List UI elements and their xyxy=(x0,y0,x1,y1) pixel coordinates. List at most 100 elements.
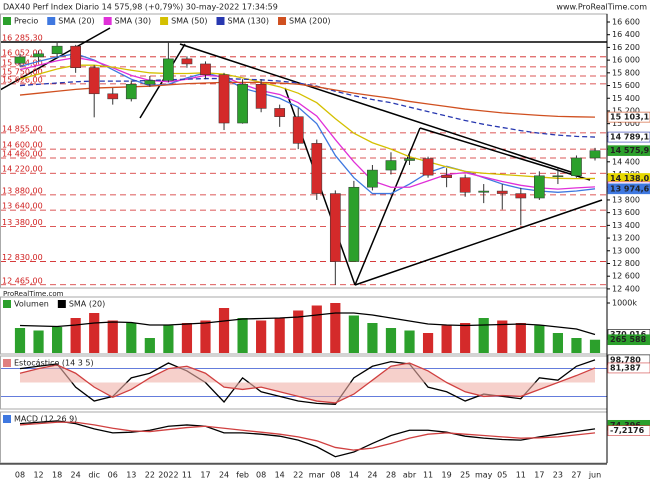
candle-body xyxy=(107,93,119,100)
x-tick-label: 28 xyxy=(386,471,396,480)
volume-bar xyxy=(367,323,378,353)
volume-bar xyxy=(126,323,137,353)
level-label: 12 830,00 xyxy=(2,253,43,262)
candle-body xyxy=(255,84,267,109)
x-tick-label: 24 xyxy=(367,471,377,480)
x-tick-label: 2022 xyxy=(158,471,178,480)
y-tick-label: 15 000 xyxy=(612,119,640,128)
candle-body xyxy=(552,175,564,178)
x-tick-label: 08 xyxy=(256,471,266,480)
chart-title: DAX40 Perf Index Diario 14 575,98 (+0,79… xyxy=(3,3,278,12)
y-tick-label: 16 600 xyxy=(612,17,640,26)
level-label: 14 600,00 xyxy=(2,141,43,150)
candle-body xyxy=(70,45,81,68)
volume-bar xyxy=(14,328,26,353)
x-tick-label: 24 xyxy=(219,471,229,480)
x-tick-label: jun xyxy=(588,471,601,480)
x-tick-label: 12 xyxy=(33,471,43,480)
price-tag-label: 14 789,13 xyxy=(610,133,650,142)
candle-body xyxy=(515,193,527,199)
candle-body xyxy=(200,63,211,75)
level-label: 13 380,00 xyxy=(2,218,43,227)
y-tick-label: 13 000 xyxy=(612,246,640,255)
candle-body xyxy=(496,190,508,194)
volume-bar xyxy=(441,325,452,353)
trend-line xyxy=(179,43,581,176)
candle-body xyxy=(88,67,100,95)
price-tag-label: 98,780 xyxy=(610,355,641,364)
volume-bar xyxy=(218,308,230,353)
volume-bar xyxy=(589,339,601,353)
y-tick-label: 13 200 xyxy=(612,234,640,243)
volume-bar xyxy=(404,330,415,353)
watermark: ProRealTime.com xyxy=(3,290,64,298)
candle-body xyxy=(311,143,323,194)
y-tick-label: 15 200 xyxy=(612,106,640,115)
legend-swatch xyxy=(47,17,56,25)
candle-body xyxy=(404,158,415,161)
legend-label: SMA (20) xyxy=(58,17,94,26)
legend-swatch xyxy=(3,300,11,308)
candle-body xyxy=(589,150,601,159)
series-line xyxy=(19,312,596,336)
level-label: 13 640,00 xyxy=(2,202,43,211)
y-tick-label: 12 600 xyxy=(612,272,640,281)
x-tick-label: 11 xyxy=(516,471,526,480)
volume-bar xyxy=(460,323,471,353)
y-tick-label: 13 600 xyxy=(612,208,640,217)
candle-body xyxy=(459,177,471,193)
candle-body xyxy=(348,186,360,262)
price-tag-label: 81,387 xyxy=(610,363,641,372)
volume-bar xyxy=(478,318,489,353)
legend-swatch xyxy=(278,17,287,25)
candle-body xyxy=(163,58,174,81)
series-line xyxy=(19,56,596,190)
x-tick-label: 14 xyxy=(275,471,285,480)
trend-line xyxy=(419,127,591,181)
volume-bar xyxy=(534,325,545,353)
candle-body xyxy=(385,160,397,171)
level-label: 14 855,00 xyxy=(2,124,43,133)
series-line xyxy=(19,64,596,180)
legend-swatch xyxy=(160,17,169,25)
level-label: 14 460,00 xyxy=(2,149,43,158)
series-line xyxy=(19,77,596,138)
y-tick-label: 14 400 xyxy=(612,157,640,166)
legend-swatch xyxy=(3,17,11,25)
legend-label: MACD (12 26 9) xyxy=(14,415,77,424)
level-label: 12 465,00 xyxy=(2,276,43,285)
series-area xyxy=(20,363,595,403)
level-label: 16 052,00 xyxy=(2,48,43,57)
price-tag-label: 74,396 xyxy=(610,421,641,430)
candle-body xyxy=(292,116,304,144)
level-label: 13 880,00 xyxy=(2,186,43,195)
price-tag xyxy=(607,111,650,123)
level-label: 16 285,30 xyxy=(2,33,43,42)
volume-bar xyxy=(497,320,508,353)
x-tick-label: 13 xyxy=(126,471,136,480)
candle-body xyxy=(51,45,63,55)
price-tag xyxy=(607,183,650,195)
legend-swatch xyxy=(3,415,11,423)
y-tick-label: 16 200 xyxy=(612,43,640,52)
legend-swatch xyxy=(3,359,11,367)
source: www.ProRealTime.com xyxy=(556,3,647,12)
candle-body xyxy=(125,84,137,100)
x-tick-label: mar xyxy=(309,471,326,480)
candle-body xyxy=(478,190,490,193)
price-tag xyxy=(607,425,650,436)
legend-label: Volumen xyxy=(14,300,49,309)
y-tick-label: 15 800 xyxy=(612,68,640,77)
price-tag-label: 265 588 xyxy=(610,335,647,344)
candle-body xyxy=(367,169,378,188)
x-tick-label: 24 xyxy=(71,471,81,480)
x-tick-label: 25 xyxy=(460,471,470,480)
volume-bar xyxy=(571,338,582,353)
series-line xyxy=(19,81,596,118)
price-tag-label: -7,2176 xyxy=(610,426,645,435)
x-tick-label: abr xyxy=(403,471,417,480)
y-tick-label: 12 800 xyxy=(612,259,640,268)
volume-bar xyxy=(163,325,174,353)
